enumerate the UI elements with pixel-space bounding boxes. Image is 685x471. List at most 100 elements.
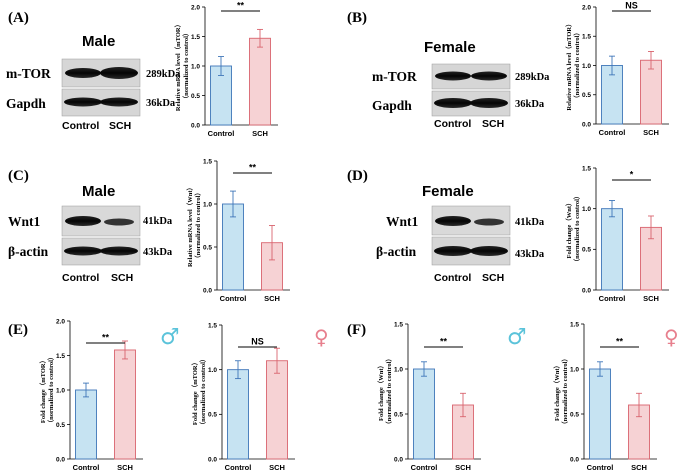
y-tick-label: 1.0 [191,63,200,70]
group-label: Control [62,272,99,284]
y-tick-label: 0.0 [582,121,591,128]
protein-label: β-actin [376,244,417,259]
female-symbol-icon: ♀ [314,325,329,349]
protein-label: β-actin [8,244,49,259]
blot-band [100,67,138,79]
group-label: SCH [482,118,504,130]
y-axis-label: （normalized to control） [573,193,581,266]
category-label: SCH [264,294,280,303]
y-tick-label: 0.0 [208,456,217,463]
y-tick-label: 0.5 [582,92,591,99]
category-label: Control [208,129,235,138]
y-tick-label: 2.0 [191,4,200,11]
blot-band [64,97,102,107]
y-tick-label: 1.5 [191,34,200,41]
y-tick-label: 0.5 [56,422,65,429]
y-axis-label: （normalized to control） [199,356,207,429]
y-axis-label: Relative mRNA level（Wnt） [186,184,194,267]
male-symbol-icon: ♂ [160,325,180,350]
significance-label: ** [249,163,257,173]
y-tick-label: 0.0 [570,456,579,463]
panel-label-e: (E) [8,322,28,338]
y-tick-label: 0.0 [394,456,403,463]
kda-label: 289kDa [515,72,550,83]
bar-chart-f-male: 0.0 0.5 1.0 1.5 Fold change（Wnt） （normalized … [377,321,481,471]
category-label: SCH [252,129,268,138]
blot-band [470,246,508,256]
kda-label: 41kDa [515,217,545,228]
category-label: Control [599,128,626,137]
bar [114,349,136,460]
protein-label: Wnt1 [386,214,419,229]
female-symbol-icon: ♀ [664,325,679,349]
y-axis-label: （normalized to control） [573,29,581,102]
kda-label: 41kDa [143,216,173,227]
y-tick-label: 1.5 [203,158,212,165]
group-label: Control [434,118,471,130]
sex-label: Male [82,183,115,200]
western-blot-b: Female m-TOR Gapdh 289kDa 36kDa Control … [372,39,550,130]
y-tick-label: 0.5 [208,412,217,419]
bar-chart-c: 0.0 0.5 1.0 1.5 Relative mRNA level（Wnt） （nor… [186,158,290,303]
y-axis-label: （normalized to control） [194,189,202,262]
category-label: SCH [269,463,285,471]
blot-band [104,218,134,226]
protein-label: m-TOR [372,69,417,84]
significance-label: ** [440,337,448,347]
y-tick-label: 0.0 [56,456,65,463]
blot-band [470,98,508,108]
blot-band [434,98,472,108]
y-tick-label: 1.5 [394,321,403,328]
group-label: SCH [109,120,131,132]
y-tick-label: 0.5 [203,244,212,251]
y-tick-label: 0.0 [582,287,591,294]
y-tick-label: 1.0 [570,366,579,373]
blot-band [65,68,101,78]
protein-label: Gapdh [372,98,412,113]
bar [249,37,271,126]
blot-band [474,218,504,226]
group-label: SCH [111,272,133,284]
y-tick-label: 0.5 [582,247,591,254]
category-label: Control [587,463,614,471]
y-tick-label: 1.0 [394,366,403,373]
significance-label: NS [251,337,264,347]
bar-chart-b: 0.0 0.5 1.0 1.5 2.0 Relative mRNA level（mTOR）… [565,1,669,137]
kda-label: 43kDa [143,247,173,258]
y-axis-label: Fold change（Wnt） [565,199,573,258]
blot-band [435,216,471,226]
y-tick-label: 1.5 [582,165,591,172]
bar-chart-f-female: 0.0 0.5 1.0 1.5 Fold change（Wnt） （normalized … [553,321,657,471]
blot-band [434,246,472,256]
bar-chart-e-female: 0.0 0.5 1.0 1.5 Fold change（mTOR） （normalized… [191,322,295,471]
y-axis-label: （normalized to control） [385,355,393,428]
kda-label: 289kDa [146,69,181,80]
bar [227,369,249,460]
y-tick-label: 0.0 [203,287,212,294]
y-tick-label: 0.5 [394,411,403,418]
bar [413,368,435,460]
y-tick-label: 1.5 [582,34,591,41]
panel-label-a: (A) [8,10,29,26]
significance-label: ** [102,333,110,343]
bar [266,360,288,460]
y-axis-label: （normalized to control） [47,354,55,427]
group-label: SCH [482,272,504,284]
category-label: Control [411,463,438,471]
blot-band [64,246,102,256]
bar-chart-e-male: 0.0 0.5 1.0 1.5 2.0 Fold change（mTOR） （normali… [39,318,143,471]
y-tick-label: 2.0 [56,318,65,325]
y-tick-label: 2.0 [582,4,591,11]
y-tick-label: 1.0 [56,387,65,394]
western-blot-d: Female Wnt1 β-actin 41kDa 43kDa Control … [376,183,545,284]
y-tick-label: 1.0 [208,367,217,374]
significance-label: ** [616,337,624,347]
blot-band [471,71,507,81]
y-axis-label: Fold change（Wnt） [553,362,561,421]
sex-label: Female [422,183,474,200]
blot-band [100,97,138,107]
significance-label: * [630,170,634,180]
bar [601,208,623,291]
western-blot-a: Male m-TOR Gapdh 289kDa 36kDa Control SC… [6,33,181,132]
y-axis-label: Fold change（mTOR） [191,359,199,425]
